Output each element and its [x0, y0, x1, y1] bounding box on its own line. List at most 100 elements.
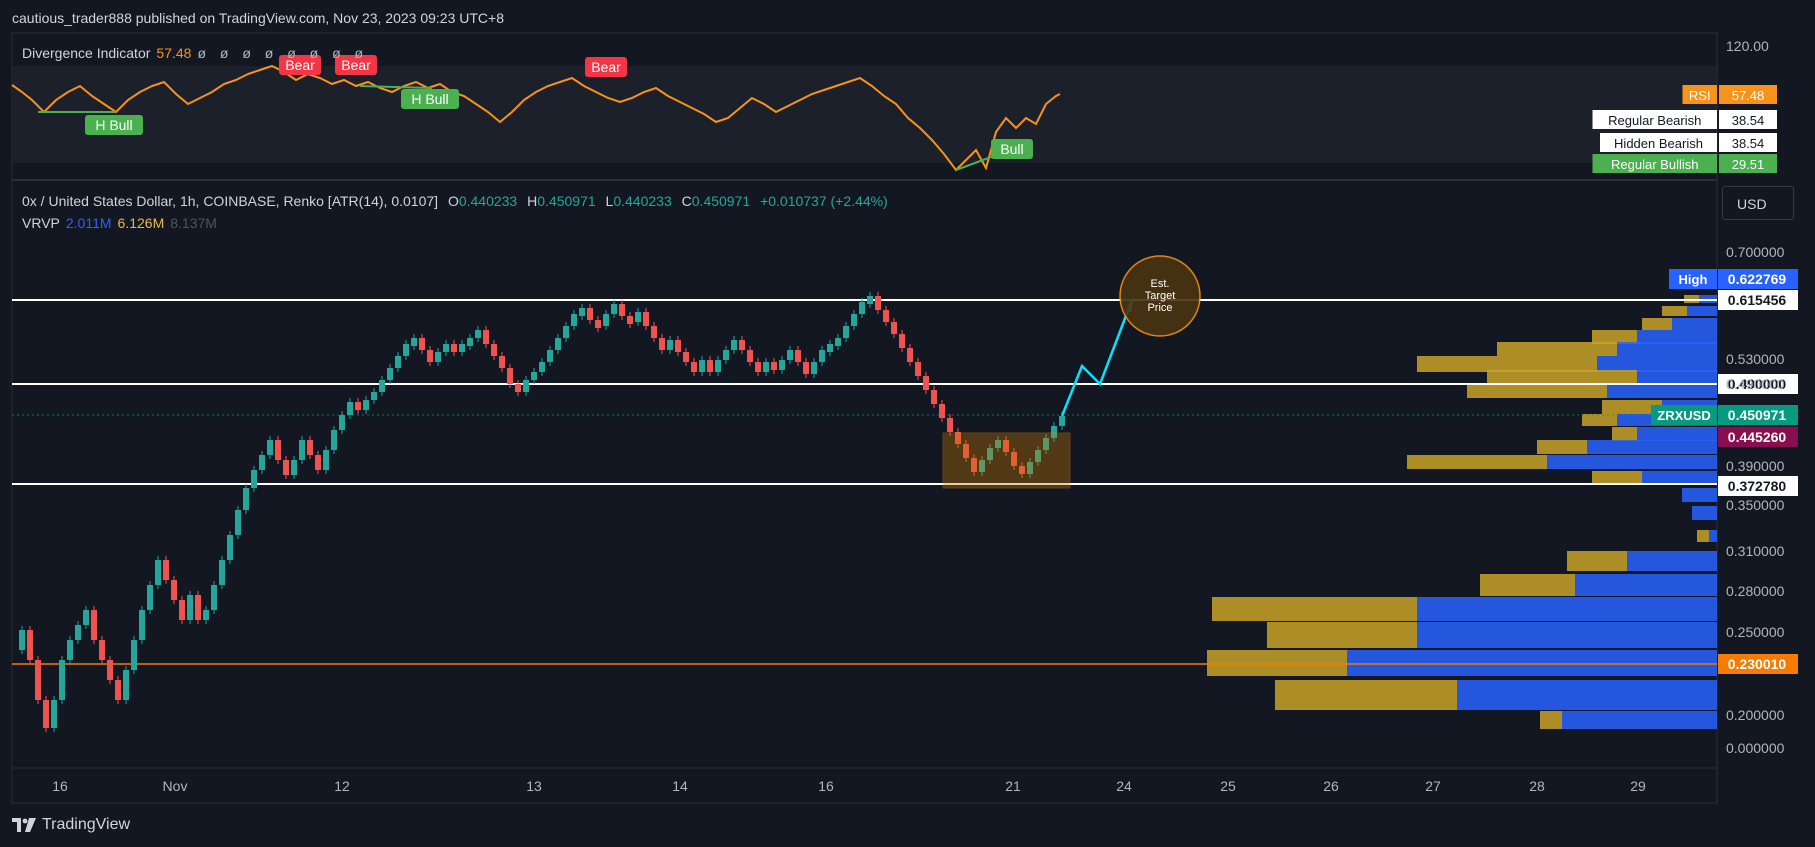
price-label-bg — [1718, 654, 1798, 674]
vp-up-bar — [1617, 342, 1717, 356]
vp-up-bar — [1687, 306, 1717, 316]
readout-value-bg — [1719, 85, 1777, 104]
projection-line — [1060, 299, 1134, 417]
readout-label-bg — [1592, 154, 1717, 173]
vp-up-bar — [1587, 440, 1717, 454]
time-tick-label: 16 — [52, 778, 68, 794]
readout-value: 57.48 — [1732, 88, 1765, 103]
vp-up-bar — [1637, 427, 1717, 441]
price-label-value: 0.622769 — [1728, 271, 1787, 287]
time-tick-label: 24 — [1116, 778, 1132, 794]
time-tick-label: 25 — [1220, 778, 1236, 794]
vp-down-bar — [1602, 400, 1662, 414]
vrvp-down: 6.126M — [117, 215, 165, 231]
vp-up-bar — [1547, 455, 1717, 469]
readout-value-bg — [1719, 110, 1777, 129]
vp-down-bar — [1212, 597, 1417, 621]
readout-label: Regular Bullish — [1611, 157, 1698, 172]
vp-down-bar — [1487, 370, 1637, 384]
change-value: +0.010737 (+2.44%) — [760, 193, 888, 209]
price-tick-label: 0.280000 — [1726, 583, 1785, 599]
price-label-value: 0.615456 — [1728, 292, 1787, 308]
divergence-label: H Bull — [95, 117, 132, 133]
consolidation-box — [942, 432, 1071, 489]
vp-down-bar — [1612, 427, 1637, 441]
vp-down-bar — [1467, 384, 1607, 398]
price-label-tag: High — [1679, 272, 1708, 287]
readout-label: Regular Bearish — [1608, 113, 1701, 128]
divergence-label: Bear — [341, 57, 371, 73]
close-label: C — [681, 193, 692, 209]
vrvp-legend[interactable]: VRVP 2.011M 6.126M 8.137M — [22, 215, 217, 231]
time-tick-label: 29 — [1630, 778, 1646, 794]
rsi-scale-label: 120.00 — [1726, 38, 1769, 54]
vp-up-bar — [1672, 318, 1717, 330]
vp-down-bar — [1480, 574, 1575, 596]
divergence-label-bg — [279, 55, 321, 75]
brand-name: TradingView — [42, 816, 131, 833]
vp-up-bar — [1692, 506, 1717, 520]
divergence-label: H Bull — [411, 91, 448, 107]
currency-button[interactable]: USD — [1722, 186, 1794, 220]
vp-up-bar — [1457, 680, 1717, 710]
time-tick-label: Nov — [163, 778, 188, 794]
vp-up-bar — [1417, 597, 1717, 621]
price-label-value: 0.445260 — [1728, 429, 1787, 445]
time-tick-label: 13 — [526, 778, 542, 794]
horizontal-levels — [12, 299, 1717, 665]
time-tick-label: 12 — [334, 778, 350, 794]
vp-up-bar — [1607, 384, 1717, 398]
vp-down-bar — [1207, 650, 1347, 676]
open-label: O — [447, 193, 459, 209]
renko-bricks — [19, 292, 1065, 732]
vp-up-bar — [1709, 530, 1717, 542]
divergence-label-bg — [585, 57, 627, 77]
price-tick-label: 0.490000 — [1726, 376, 1785, 392]
indicator-value: 57.48 — [156, 45, 192, 61]
vp-up-bar — [1347, 650, 1717, 676]
price-tick-label: 0.000000 — [1726, 740, 1785, 756]
price-label-tag-bg — [1651, 405, 1717, 425]
divergence-label-bg — [991, 139, 1033, 159]
vp-down-bar — [1540, 711, 1562, 729]
indicator-name: Divergence Indicator — [22, 45, 151, 61]
vp-down-bar — [1697, 530, 1709, 542]
vp-up-bar — [1637, 330, 1717, 344]
time-tick-label: 27 — [1425, 778, 1441, 794]
vp-up-bar — [1575, 574, 1717, 596]
symbol-legend[interactable]: 0x / United States Dollar, 1h, COINBASE,… — [22, 193, 888, 209]
vp-down-bar — [1582, 414, 1617, 426]
axes: 0.700000 0.530000 0.490000 0.390000 0.350000… — [52, 38, 1784, 794]
price-tick-label: 0.350000 — [1726, 497, 1785, 513]
vp-up-bar — [1417, 622, 1717, 648]
price-label-bg — [1718, 405, 1798, 425]
readout-label-bg — [1600, 133, 1717, 152]
open-value: 0.440233 — [458, 193, 518, 209]
indicator-title[interactable]: Divergence Indicator 57.48 ø ø ø ø ø ø ø ø — [22, 45, 368, 61]
vp-up-bar — [1682, 488, 1717, 502]
vp-down-bar — [1642, 318, 1672, 330]
divergence-label-bg — [335, 55, 377, 75]
divergence-label-bg — [401, 89, 459, 109]
vp-down-bar — [1275, 680, 1457, 710]
time-tick-label: 14 — [672, 778, 688, 794]
rsi-pane: Bear Bear Bear H Bull H Bull Bull RSI 57.48 Regu… — [11, 55, 1777, 173]
tradingview-logo[interactable]: TradingView — [12, 816, 130, 834]
divergence-label: Bear — [591, 59, 621, 75]
volume-profile — [1207, 295, 1717, 729]
readout-value-bg — [1719, 133, 1777, 152]
high-value: 0.450971 — [537, 193, 596, 209]
time-tick-label: 21 — [1005, 778, 1021, 794]
readout-value: 29.51 — [1732, 157, 1765, 172]
readout-value: 38.54 — [1732, 113, 1765, 128]
readout-label-bg — [1592, 110, 1717, 129]
price-label-value: 0.372780 — [1728, 478, 1787, 494]
annotations: 0.622769 High 0.615456 0.490000 0.450971 ZRXU… — [942, 255, 1798, 674]
vrvp-total: 8.137M — [170, 215, 217, 231]
vp-up-bar — [1597, 356, 1717, 372]
price-tick-label: 0.700000 — [1726, 244, 1785, 260]
readout-label: RSI — [1689, 88, 1711, 103]
vp-down-bar — [1662, 306, 1687, 316]
